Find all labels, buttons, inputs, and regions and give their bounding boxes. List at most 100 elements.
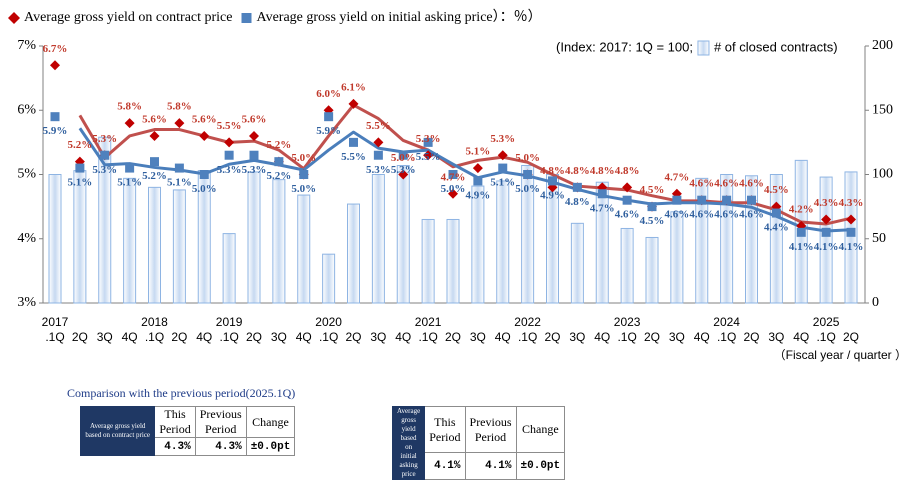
square-marker — [100, 150, 110, 160]
value-label: 5.0% — [291, 183, 316, 195]
value-label: 5.9% — [43, 125, 68, 137]
diamond-marker — [124, 118, 135, 129]
value-label: 4.6% — [689, 178, 714, 190]
x-tick-label: .1Q — [219, 330, 238, 344]
table-value: ±0.0pt — [245, 437, 296, 456]
row-header: Average gross yield based on contract pr… — [79, 406, 156, 456]
bar — [98, 136, 112, 304]
square-marker — [821, 227, 831, 237]
value-label: 4.3% — [814, 197, 839, 209]
table-value: 4.3% — [154, 437, 196, 456]
value-label: 5.2% — [68, 139, 93, 151]
x-tick-label: 2Q — [843, 330, 859, 344]
x-year-label: 2024 — [713, 315, 740, 329]
row-header: Average gross yield based on initial ask… — [391, 406, 426, 480]
square-marker — [796, 227, 806, 237]
value-label: 5.1% — [490, 177, 515, 189]
value-label: 5.1% — [167, 177, 192, 189]
x-tick-label: 4Q — [793, 330, 809, 344]
x-tick-label: 2Q — [644, 330, 660, 344]
x-year-label: 2022 — [514, 315, 541, 329]
square-marker — [448, 170, 458, 179]
square-marker — [697, 195, 707, 205]
x-tick-label: .1Q — [816, 330, 835, 344]
column-header: This Period — [154, 406, 196, 438]
x-tick-label: 4Q — [395, 330, 411, 344]
square-marker — [199, 170, 209, 179]
square-marker — [647, 202, 657, 212]
value-label: 5.3% — [92, 133, 117, 145]
y2-tick-label: 100 — [872, 167, 893, 182]
diamond-marker — [497, 150, 508, 161]
square-marker — [224, 150, 234, 160]
value-label: 4.7% — [590, 202, 615, 214]
diamond-marker — [821, 214, 832, 225]
value-label: 4.8% — [615, 165, 640, 177]
value-label: 4.6% — [714, 209, 739, 221]
x-tick-label: 4Q — [196, 330, 212, 344]
value-label: 4.3% — [839, 197, 864, 209]
diamond-marker — [199, 130, 210, 141]
square-marker — [548, 176, 557, 186]
x-tick-label: 3Q — [669, 330, 685, 344]
value-label: 6.7% — [43, 43, 68, 55]
x-tick-label: .1Q — [617, 330, 636, 344]
x-year-label: 2017 — [42, 315, 69, 329]
legend-label: Average gross yield on initial asking pr… — [257, 10, 493, 25]
value-label: 5.9% — [316, 125, 341, 137]
x-axis-title: （Fiscal year / quarter ） — [774, 348, 907, 362]
diamond-marker — [373, 137, 384, 148]
value-label: 4.1% — [789, 241, 814, 253]
value-label: 4.6% — [714, 178, 739, 190]
value-label: 5.8% — [117, 101, 142, 113]
value-label: 4.2% — [789, 203, 814, 215]
value-label: 4.7% — [441, 171, 466, 183]
y2-tick-label: 50 — [872, 231, 886, 246]
bar — [620, 227, 634, 304]
comparison-title: Comparison with the previous period(2025… — [67, 386, 296, 400]
bar — [247, 171, 261, 304]
comparison-table: Average gross yield based on contract pr… — [79, 406, 296, 456]
x-tick-label: 2Q — [345, 330, 361, 344]
square-marker — [622, 195, 632, 205]
value-label: 5.0% — [291, 152, 316, 164]
value-label: 4.6% — [739, 209, 764, 221]
diamond-marker — [348, 98, 359, 109]
value-label: 5.3% — [217, 164, 242, 176]
bar — [347, 203, 360, 304]
bar — [521, 165, 535, 304]
legend-label: Average gross yield on contract price — [24, 10, 233, 25]
y-tick-label: 6% — [17, 102, 36, 117]
bar — [645, 236, 659, 304]
bar — [172, 189, 186, 304]
x-year-label: 2023 — [614, 315, 641, 329]
square-marker — [423, 137, 433, 147]
x-tick-label: 2Q — [445, 330, 461, 344]
y-tick-label: 5% — [17, 167, 36, 182]
value-label: 5.3% — [366, 164, 391, 176]
bar — [720, 174, 734, 304]
bar — [396, 165, 410, 304]
square-marker — [174, 163, 184, 173]
x-tick-label: 3Q — [470, 330, 486, 344]
x-tick-label: 4Q — [495, 330, 511, 344]
y-tick-label: 7% — [17, 38, 36, 53]
value-label: 4.5% — [640, 215, 665, 227]
y2-tick-label: 0 — [872, 295, 879, 310]
value-label: 5.1% — [466, 146, 491, 158]
legend-label: # of closed contracts) — [714, 39, 838, 54]
value-label: 5.1% — [117, 177, 142, 189]
x-tick-label: 3Q — [97, 330, 113, 344]
x-year-label: 2018 — [141, 315, 168, 329]
value-label: 5.6% — [192, 113, 217, 125]
value-label: 5.3% — [490, 133, 515, 145]
value-label: 5.0% — [441, 183, 466, 195]
legend-marker — [241, 13, 252, 23]
value-label: 4.5% — [764, 184, 789, 196]
value-label: 4.6% — [615, 209, 640, 221]
value-label: 4.6% — [739, 178, 764, 190]
value-label: 5.3% — [242, 164, 267, 176]
square-marker — [473, 176, 483, 186]
value-label: 5.6% — [242, 113, 267, 125]
square-marker — [523, 170, 533, 179]
